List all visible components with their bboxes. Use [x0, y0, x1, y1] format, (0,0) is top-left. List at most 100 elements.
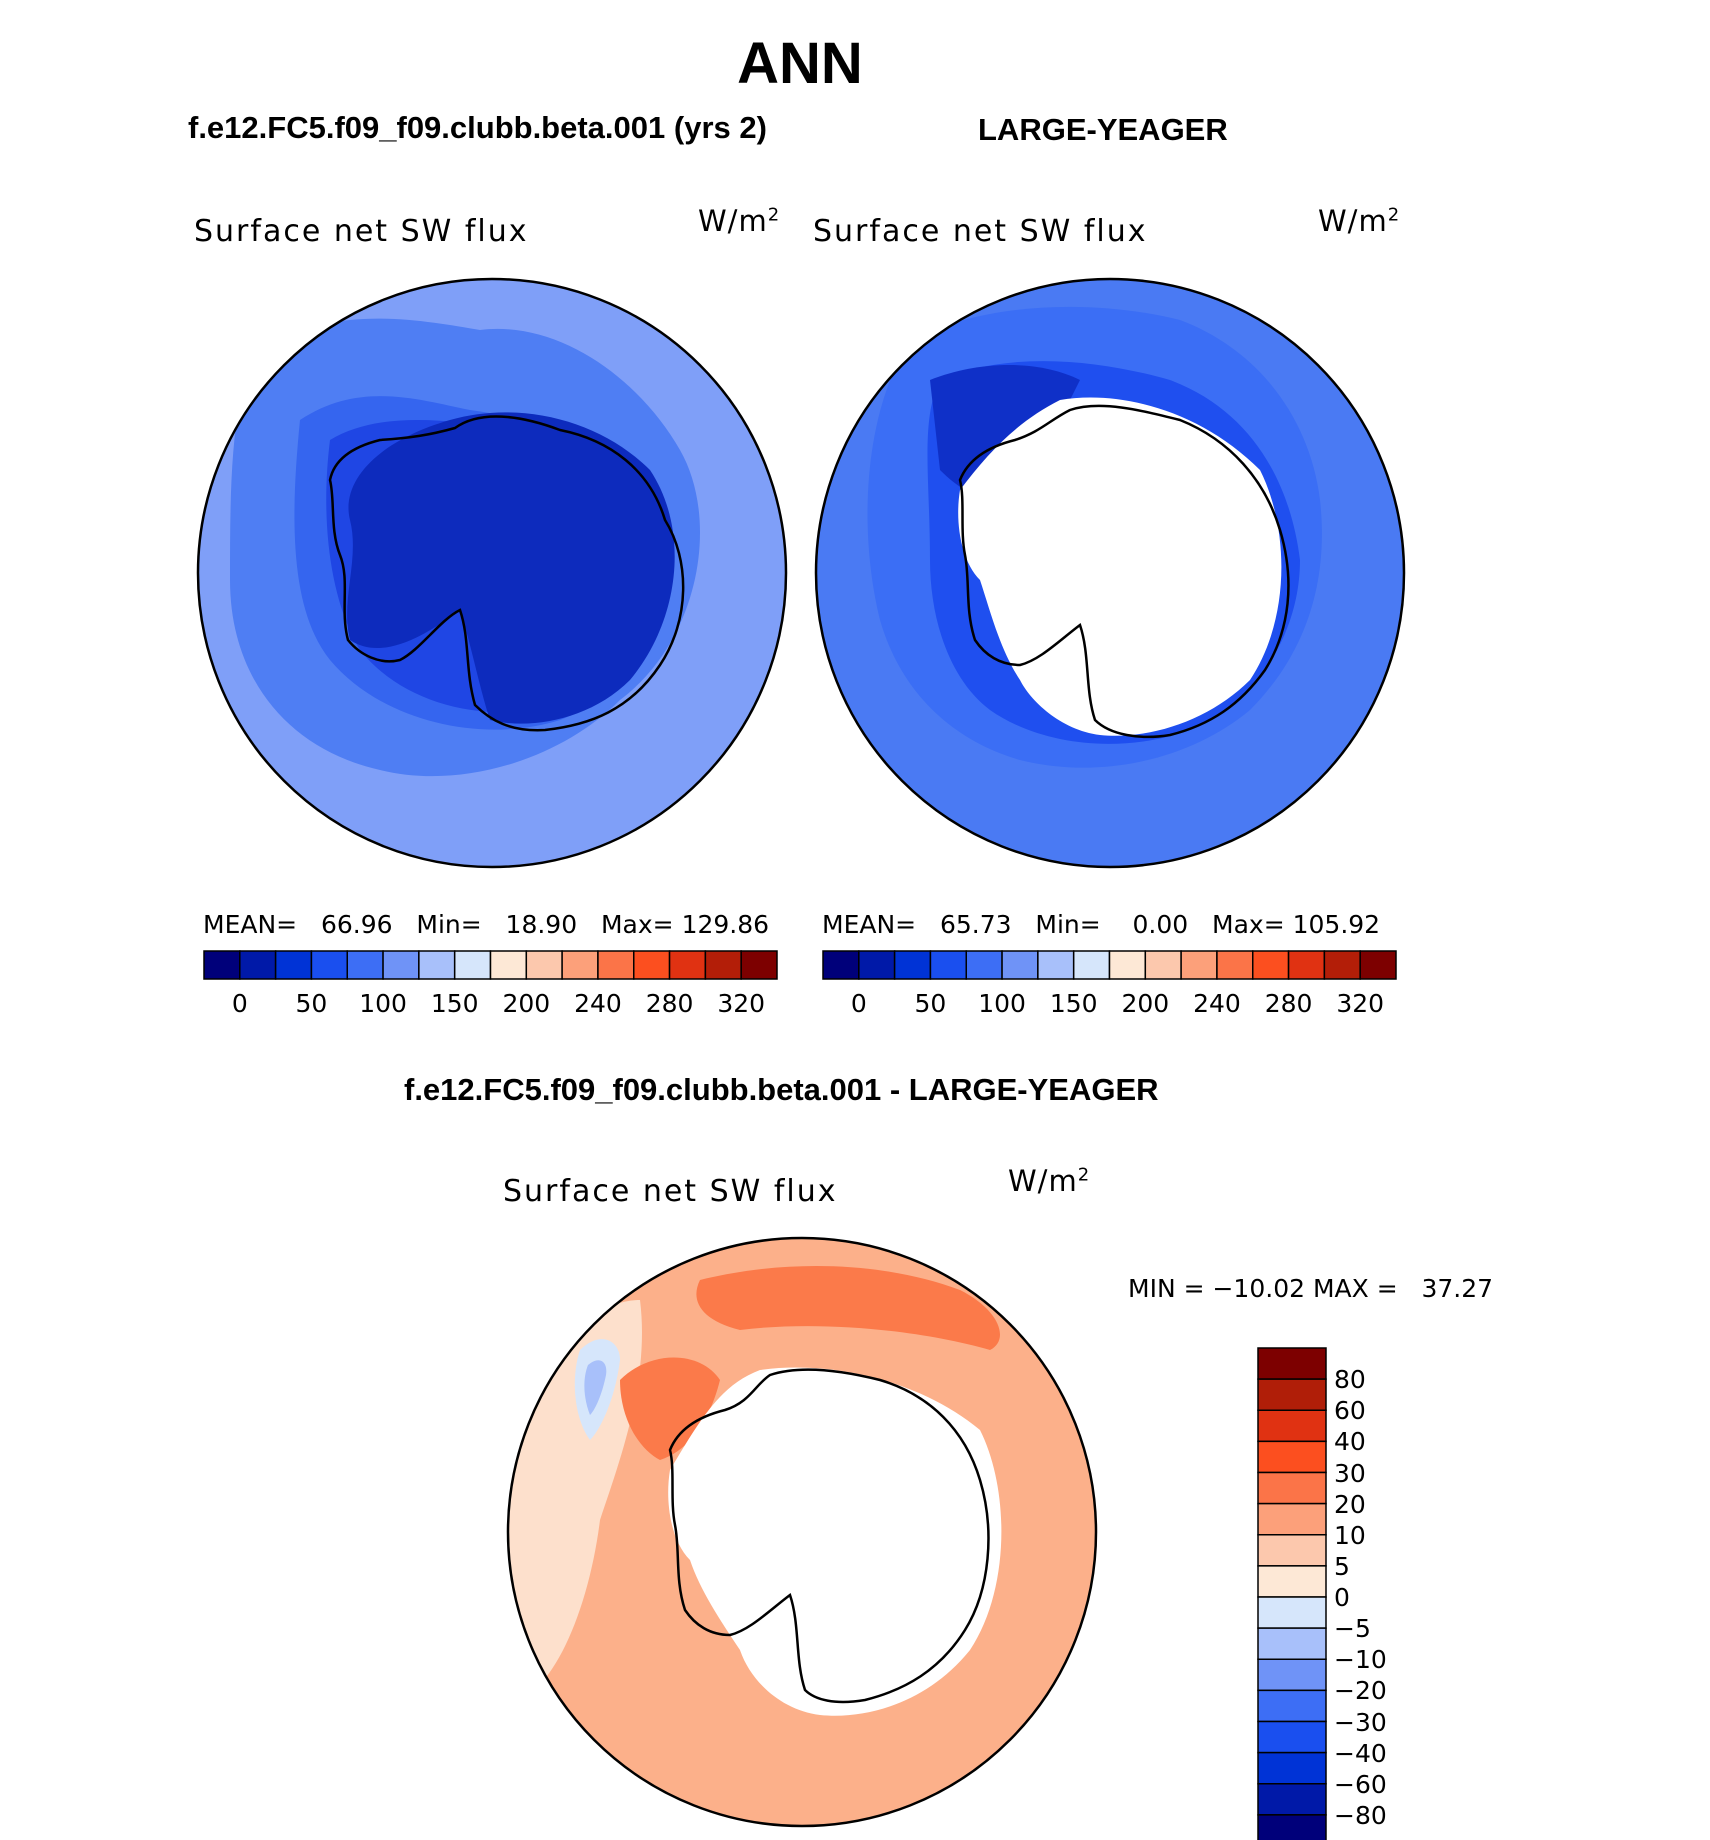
panel1-map-border — [196, 277, 788, 869]
colorbar-swatch — [489, 950, 528, 980]
colorbar-swatch — [346, 950, 384, 980]
colorbar-tick-label: 30 — [1334, 1458, 1366, 1488]
panel2-variable-title: Surface net SW flux — [813, 214, 1148, 249]
colorbar-swatch — [1257, 1471, 1327, 1505]
panel1-case-title: f.e12.FC5.f09_f09.clubb.beta.001 (yrs 2) — [188, 110, 767, 145]
panel2-units: W/m2 — [1318, 204, 1401, 238]
colorbar-swatch — [1216, 950, 1254, 980]
colorbar-tick-label: 50 — [295, 989, 328, 1018]
colorbar-tick-label: −20 — [1334, 1676, 1387, 1706]
colorbar-swatch — [1359, 950, 1397, 980]
colorbar-swatch — [561, 950, 599, 980]
colorbar-swatch — [893, 950, 932, 980]
colorbar-tick-label: 60 — [1334, 1396, 1366, 1426]
colorbar-panel1 — [203, 950, 778, 980]
colorbar-swatch — [1144, 950, 1182, 980]
colorbar-swatch — [1257, 1751, 1327, 1785]
colorbar-tick-label: −80 — [1334, 1800, 1387, 1830]
colorbar-swatch — [1257, 1502, 1327, 1536]
panel2-stats: MEAN= 65.73 Min= 0.00 Max= 105.92 — [822, 910, 1381, 939]
colorbar-tick-label: 80 — [1334, 1365, 1366, 1395]
colorbar-swatch — [418, 950, 456, 980]
colorbar-tick-label: 0 — [231, 989, 248, 1018]
panel1-map — [198, 279, 786, 867]
colorbar-swatch — [453, 950, 492, 980]
colorbar-swatch — [239, 950, 277, 980]
colorbar-tick-label: −60 — [1334, 1769, 1387, 1799]
colorbar-tick-label: −40 — [1334, 1738, 1387, 1768]
colorbar-swatch — [1072, 950, 1111, 980]
colorbar-swatch — [1323, 950, 1361, 980]
colorbar-swatch — [1257, 1596, 1327, 1629]
panel3-case-title: f.e12.FC5.f09_f09.clubb.beta.001 - LARGE… — [404, 1072, 1159, 1107]
main-title: ANN — [737, 31, 863, 96]
panel3-units: W/m2 — [1008, 1164, 1091, 1198]
colorbar-swatch — [382, 950, 420, 980]
colorbar-swatch — [274, 950, 313, 980]
colorbar-tick-label: 100 — [978, 989, 1026, 1018]
colorbar-tick-label: 40 — [1334, 1427, 1366, 1457]
panel1-units: W/m2 — [698, 204, 781, 238]
colorbar-tick-label: −5 — [1334, 1614, 1371, 1644]
colorbar-swatch — [1108, 950, 1147, 980]
colorbar-swatch — [1257, 1409, 1327, 1443]
colorbar-tick-label: 200 — [1121, 989, 1170, 1018]
colorbar-swatch — [1287, 950, 1326, 980]
colorbar-swatch — [1257, 1378, 1327, 1411]
colorbar-swatch — [1257, 1658, 1327, 1692]
colorbar-swatch — [965, 950, 1003, 980]
panel1-coastline — [328, 415, 685, 732]
colorbar-swatch — [1257, 1565, 1327, 1598]
panel3-map-border — [506, 1236, 1098, 1828]
colorbar-tick-label: 280 — [1264, 989, 1313, 1018]
colorbar-swatch — [1257, 1347, 1327, 1380]
colorbar-tick-label: 150 — [430, 989, 479, 1018]
colorbar-tick-label: 320 — [1336, 989, 1385, 1018]
panel2-case-title: LARGE-YEAGER — [978, 112, 1228, 147]
colorbar-diff — [1257, 1347, 1327, 1840]
colorbar-swatch — [310, 950, 348, 980]
colorbar-swatch — [740, 950, 778, 980]
panel3-coastline — [668, 1368, 990, 1704]
colorbar-swatch — [1257, 1689, 1327, 1723]
colorbar-swatch — [597, 950, 635, 980]
colorbar-tick-label: 240 — [574, 989, 622, 1018]
colorbar-panel2 — [822, 950, 1397, 980]
colorbar-swatch — [1001, 950, 1039, 980]
panel1-stats: MEAN= 66.96 Min= 18.90 Max= 129.86 — [203, 910, 770, 939]
panel1-variable-title: Surface net SW flux — [194, 214, 529, 249]
colorbar-swatch — [1257, 1814, 1327, 1840]
colorbar-tick-label: 100 — [359, 989, 407, 1018]
colorbar-tick-label: 240 — [1193, 989, 1241, 1018]
colorbar-swatch — [704, 950, 742, 980]
colorbar-swatch — [203, 950, 241, 980]
colorbar-swatch — [668, 950, 707, 980]
colorbar-swatch — [525, 950, 563, 980]
colorbar-tick-label: 200 — [502, 989, 551, 1018]
colorbar-swatch — [1252, 950, 1290, 980]
colorbar-swatch — [1257, 1783, 1327, 1816]
colorbar-tick-label: 20 — [1334, 1489, 1366, 1519]
colorbar-tick-label: 0 — [1334, 1583, 1350, 1612]
panel2-map-border — [814, 277, 1406, 869]
colorbar-tick-label: 10 — [1334, 1520, 1366, 1550]
colorbar-tick-label: 5 — [1334, 1551, 1350, 1581]
colorbar-swatch — [822, 950, 860, 980]
colorbar-swatch — [633, 950, 671, 980]
panel3-minmax: MIN = −10.02 MAX = 37.27 — [1128, 1274, 1494, 1303]
colorbar-tick-label: 50 — [914, 989, 947, 1018]
colorbar-tick-label: 320 — [717, 989, 766, 1018]
colorbar-swatch — [1037, 950, 1075, 980]
colorbar-swatch — [1257, 1627, 1327, 1660]
colorbar-tick-label: −30 — [1334, 1707, 1387, 1737]
colorbar-tick-label: 0 — [850, 989, 867, 1018]
panel2-coastline — [958, 404, 1290, 739]
panel2-map — [816, 279, 1404, 867]
colorbar-tick-label: −10 — [1334, 1645, 1387, 1675]
colorbar-swatch — [858, 950, 896, 980]
colorbar-swatch — [929, 950, 967, 980]
colorbar-swatch — [1257, 1720, 1327, 1754]
colorbar-tick-label: 150 — [1049, 989, 1098, 1018]
colorbar-swatch — [1180, 950, 1218, 980]
